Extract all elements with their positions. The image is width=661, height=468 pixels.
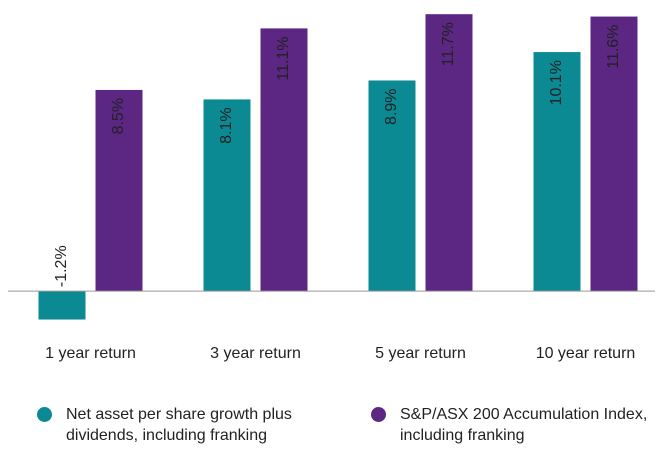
bar [533,52,581,292]
value-label: 8.5% [110,98,127,134]
value-label: -1.2% [53,245,70,287]
bar [368,80,416,292]
x-tick-label: 5 year return [375,345,466,362]
value-label: 10.1% [548,60,565,105]
bar [425,14,473,292]
value-label: 11.6% [605,25,622,69]
legend-label: S&P/ASX 200 Accumulation Index, includin… [400,406,648,444]
value-label: 11.7% [440,22,457,66]
value-label: 11.1% [275,36,292,80]
legend-marker [37,407,52,422]
value-label: 8.1% [218,107,235,143]
bar [95,89,143,292]
bar [38,291,86,320]
value-label: 8.9% [383,88,400,124]
x-tick-label: 10 year return [536,345,636,362]
x-tick-label: 3 year return [210,345,301,362]
legend-item: S&P/ASX 200 Accumulation Index, includin… [371,404,661,446]
bar [590,16,638,292]
legend-item: Net asset per share growth plus dividend… [37,404,307,446]
bar [203,99,251,292]
legend-label: Net asset per share growth plus dividend… [66,406,292,444]
bar [260,28,308,292]
x-tick-label: 1 year return [45,345,136,362]
legend-marker [371,407,386,422]
